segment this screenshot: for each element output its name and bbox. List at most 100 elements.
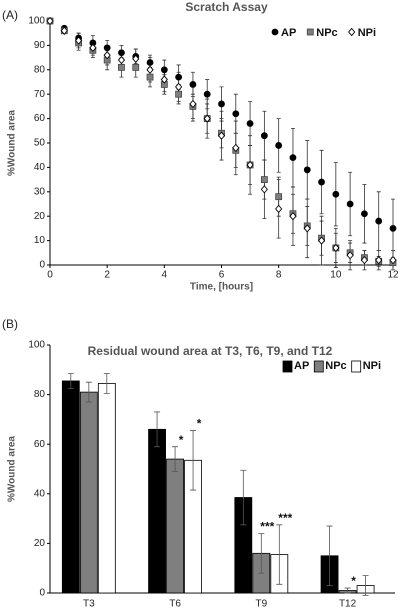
legend-swatch (313, 360, 324, 373)
legend-label: NPc (325, 360, 346, 372)
marker (346, 200, 354, 208)
marker (118, 49, 125, 57)
marker (218, 100, 225, 108)
marker (389, 255, 397, 265)
marker (189, 81, 197, 88)
x-tick-label: T6 (169, 599, 181, 610)
bar (79, 391, 98, 594)
x-tick-label: 0 (47, 270, 53, 281)
y-tick-label: 80 (34, 389, 46, 400)
legend-swatch (282, 360, 293, 373)
marker (146, 59, 154, 66)
y-tick-label: 0 (39, 260, 45, 271)
y-tick-label: 100 (28, 340, 45, 351)
y-tick-label: 40 (34, 162, 46, 173)
marker (260, 176, 268, 184)
error-bar (362, 575, 369, 596)
y-tick-label: 60 (34, 439, 46, 450)
marker (232, 143, 240, 153)
marker (346, 251, 354, 260)
marker (389, 224, 397, 232)
bar (61, 380, 80, 594)
x-tick-label: 8 (276, 270, 282, 281)
panel-label: (B) (2, 317, 18, 331)
bar (97, 383, 116, 594)
marker (175, 90, 183, 98)
y-tick-label: 60 (34, 113, 46, 124)
x-axis-title: Time, [hours] (190, 282, 253, 293)
marker (246, 160, 254, 170)
marker (332, 243, 340, 253)
marker (303, 224, 311, 233)
legend-label: NPi (363, 360, 381, 372)
marker (260, 185, 268, 194)
x-tick-label: 4 (162, 270, 168, 281)
marker (160, 66, 168, 74)
y-tick-label: 90 (34, 40, 46, 51)
marker (203, 90, 211, 98)
marker (160, 75, 168, 84)
legend-label: AP (294, 360, 309, 372)
error-bar (326, 525, 333, 586)
significance-label: *** (278, 511, 292, 525)
marker (275, 193, 283, 201)
y-tick-label: 40 (34, 488, 46, 499)
marker (271, 28, 279, 36)
marker (332, 190, 340, 198)
x-tick-label: 10 (330, 270, 342, 281)
panel-label: (A) (2, 8, 18, 22)
marker (275, 204, 283, 214)
marker (175, 73, 183, 81)
marker (203, 114, 211, 123)
error-bar (103, 373, 110, 394)
bar (148, 428, 166, 594)
marker (375, 255, 383, 265)
y-tick-label: 80 (34, 64, 46, 75)
marker (317, 236, 326, 245)
marker (246, 120, 254, 127)
error-bar (172, 446, 179, 472)
marker (103, 50, 111, 60)
marker (303, 166, 311, 174)
bar (166, 458, 184, 594)
y-tick-label: 50 (34, 138, 46, 149)
significance-label: * (179, 433, 184, 447)
marker (89, 43, 97, 53)
marker (217, 131, 226, 140)
marker (232, 110, 240, 118)
marker (117, 55, 126, 65)
marker (60, 26, 68, 35)
significance-label: * (197, 417, 202, 431)
error-bar (154, 411, 161, 448)
marker (146, 65, 154, 74)
y-tick-label: 20 (34, 538, 46, 549)
error-bar (67, 373, 74, 389)
marker (306, 28, 314, 36)
y-tick-label: 20 (34, 211, 46, 222)
y-axis-title: %Wound area (7, 110, 18, 176)
marker (318, 178, 325, 186)
error-bar (190, 430, 197, 491)
y-tick-label: 70 (34, 89, 46, 100)
marker (175, 82, 183, 92)
marker (132, 54, 140, 64)
x-tick-label: T3 (83, 599, 95, 610)
error-bar (258, 533, 265, 574)
x-tick-label: T12 (339, 599, 357, 610)
x-tick-label: 6 (219, 270, 225, 281)
significance-label: *** (260, 520, 274, 534)
error-bar (85, 381, 92, 403)
marker (375, 217, 383, 225)
y-tick-label: 10 (34, 235, 46, 246)
chart-title: Scratch Assay (185, 0, 268, 14)
marker (132, 63, 140, 71)
marker (146, 73, 154, 81)
legend-swatch (351, 360, 362, 373)
marker (289, 212, 297, 221)
marker (289, 154, 297, 162)
marker (46, 16, 54, 26)
x-tick-label: 12 (387, 270, 399, 281)
marker (260, 132, 268, 140)
marker (74, 36, 83, 45)
